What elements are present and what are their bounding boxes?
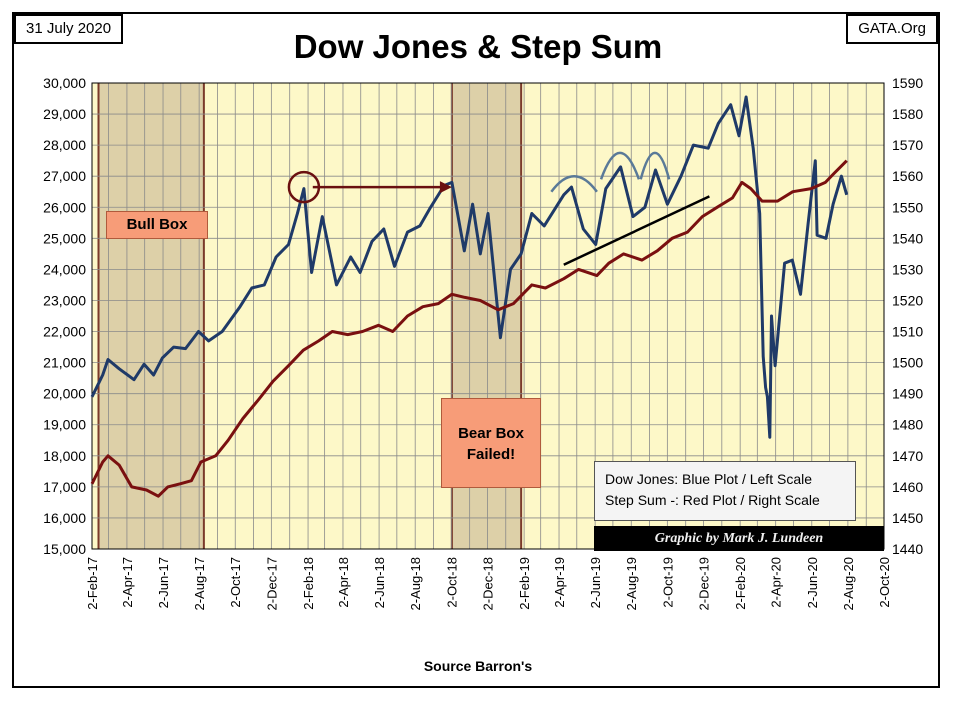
annotation-overlays: [287, 151, 710, 266]
left-tick-label: 30,000: [43, 75, 86, 91]
x-tick-label: 2-Aug-17: [192, 557, 207, 610]
x-tick-label: 2-Jun-19: [588, 557, 603, 608]
right-tick-label: 1540: [892, 230, 923, 246]
bear-box-text-1: Bear Box: [458, 425, 524, 442]
left-tick-label: 18,000: [43, 448, 86, 464]
source-label: Source Barron's: [423, 658, 533, 674]
step-sum-line: [90, 159, 848, 498]
chart-title: Dow Jones & Step Sum: [293, 28, 663, 65]
left-tick-label: 29,000: [43, 106, 86, 122]
x-tick-label: 2-Feb-17: [85, 557, 100, 610]
x-axis-labels: 2-Feb-17 2-Apr-17 2-Jun-17 2-Aug-17 2-Oct-17…: [85, 557, 892, 610]
trend-line: [563, 195, 710, 266]
arrow-head: [439, 181, 452, 194]
x-tick-label: 2-Apr-19: [552, 557, 567, 608]
right-tick-label: 1560: [892, 168, 923, 184]
left-tick-label: 16,000: [43, 510, 86, 526]
legend: Dow Jones: Blue Plot / Left Scale Step S…: [594, 461, 856, 521]
pattern-arc: [550, 175, 598, 193]
left-tick-label: 26,000: [43, 199, 86, 215]
series-lines: [90, 95, 849, 498]
right-tick-label: 1470: [892, 448, 923, 464]
pattern-arc: [639, 151, 671, 180]
x-tick-label: 2-Oct-18: [444, 557, 459, 608]
right-tick-label: 1480: [892, 417, 923, 433]
left-axis-labels: 15,000 16,000 17,000 18,000 19,000 20,000 21,0…: [43, 75, 86, 557]
right-tick-label: 1590: [892, 75, 923, 91]
x-tick-label: 2-Apr-17: [120, 557, 135, 608]
right-tick-label: 1500: [892, 355, 923, 371]
x-tick-label: 2-Apr-18: [336, 557, 351, 608]
bull-box-text: Bull Box: [126, 216, 188, 233]
gridlines: [92, 83, 884, 549]
left-tick-label: 24,000: [43, 261, 86, 277]
right-tick-label: 1490: [892, 386, 923, 402]
x-tick-label: 2-Oct-17: [228, 557, 243, 608]
x-tick-label: 2-Aug-19: [624, 557, 639, 610]
x-tick-label: 2-Feb-20: [733, 557, 748, 610]
right-tick-label: 1570: [892, 137, 923, 153]
right-tick-label: 1580: [892, 106, 923, 122]
legend-red: Step Sum -: Red Plot / Right Scale: [605, 492, 820, 508]
shaded-region: [98, 83, 204, 549]
pattern-arc: [599, 151, 641, 180]
x-tick-label: 2-Feb-19: [517, 557, 532, 610]
x-tick-label: 2-Apr-20: [769, 557, 784, 608]
bull-box-label: Bull Box: [106, 211, 208, 239]
right-tick-label: 1510: [892, 324, 923, 340]
left-tick-label: 17,000: [43, 479, 86, 495]
bear-box-label: Bear Box Failed!: [441, 398, 541, 488]
right-tick-label: 1550: [892, 199, 923, 215]
left-tick-label: 25,000: [43, 230, 86, 246]
x-tick-label: 2-Jun-18: [372, 557, 387, 608]
x-tick-label: 2-Dec-18: [480, 557, 495, 610]
x-tick-label: 2-Oct-20: [877, 557, 892, 608]
site-tag: GATA.Org: [846, 14, 938, 44]
right-tick-label: 1440: [892, 541, 923, 557]
left-tick-label: 22,000: [43, 324, 86, 340]
left-tick-label: 28,000: [43, 137, 86, 153]
x-tick-label: 2-Jun-20: [805, 557, 820, 608]
date-tag: 31 July 2020: [14, 14, 124, 44]
right-tick-label: 1450: [892, 510, 923, 526]
credit-bar: Graphic by Mark J. Lundeen: [594, 526, 884, 551]
right-tick-label: 1520: [892, 292, 923, 308]
left-tick-label: 20,000: [43, 386, 86, 402]
x-tick-label: 2-Oct-19: [660, 557, 675, 608]
x-tick-label: 2-Aug-20: [841, 557, 856, 610]
dow-jones-line: [90, 95, 849, 439]
right-tick-label: 1530: [892, 261, 923, 277]
x-tick-label: 2-Aug-18: [408, 557, 423, 610]
x-tick-label: 2-Jun-17: [156, 557, 171, 608]
left-tick-label: 27,000: [43, 168, 86, 184]
right-tick-label: 1460: [892, 479, 923, 495]
left-tick-label: 23,000: [43, 292, 86, 308]
left-tick-label: 15,000: [43, 541, 86, 557]
bear-box-text-2: Failed!: [466, 446, 516, 463]
legend-blue: Dow Jones: Blue Plot / Left Scale: [605, 471, 812, 487]
x-tick-label: 2-Dec-19: [696, 557, 711, 610]
x-tick-label: 2-Dec-17: [264, 557, 279, 610]
right-axis-labels: 1440 1450 1460 1470 1480 1490 1500 1510 1520 1530…: [892, 75, 923, 557]
plot-border: [91, 82, 885, 550]
x-tick-label: 2-Feb-18: [301, 557, 316, 610]
left-tick-label: 19,000: [43, 417, 86, 433]
left-tick-label: 21,000: [43, 355, 86, 371]
